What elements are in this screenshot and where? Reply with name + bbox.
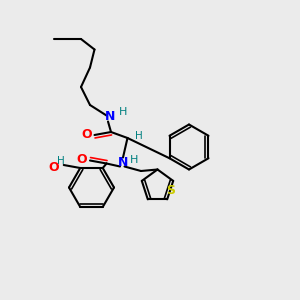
Text: O: O (76, 152, 87, 166)
Text: H: H (130, 155, 139, 165)
Text: S: S (166, 184, 175, 196)
Text: H: H (119, 107, 127, 117)
Text: O: O (48, 161, 58, 174)
Text: O: O (82, 128, 92, 142)
Text: N: N (105, 110, 115, 124)
Text: H: H (57, 155, 64, 166)
Text: H: H (135, 130, 143, 141)
Text: N: N (118, 155, 128, 169)
